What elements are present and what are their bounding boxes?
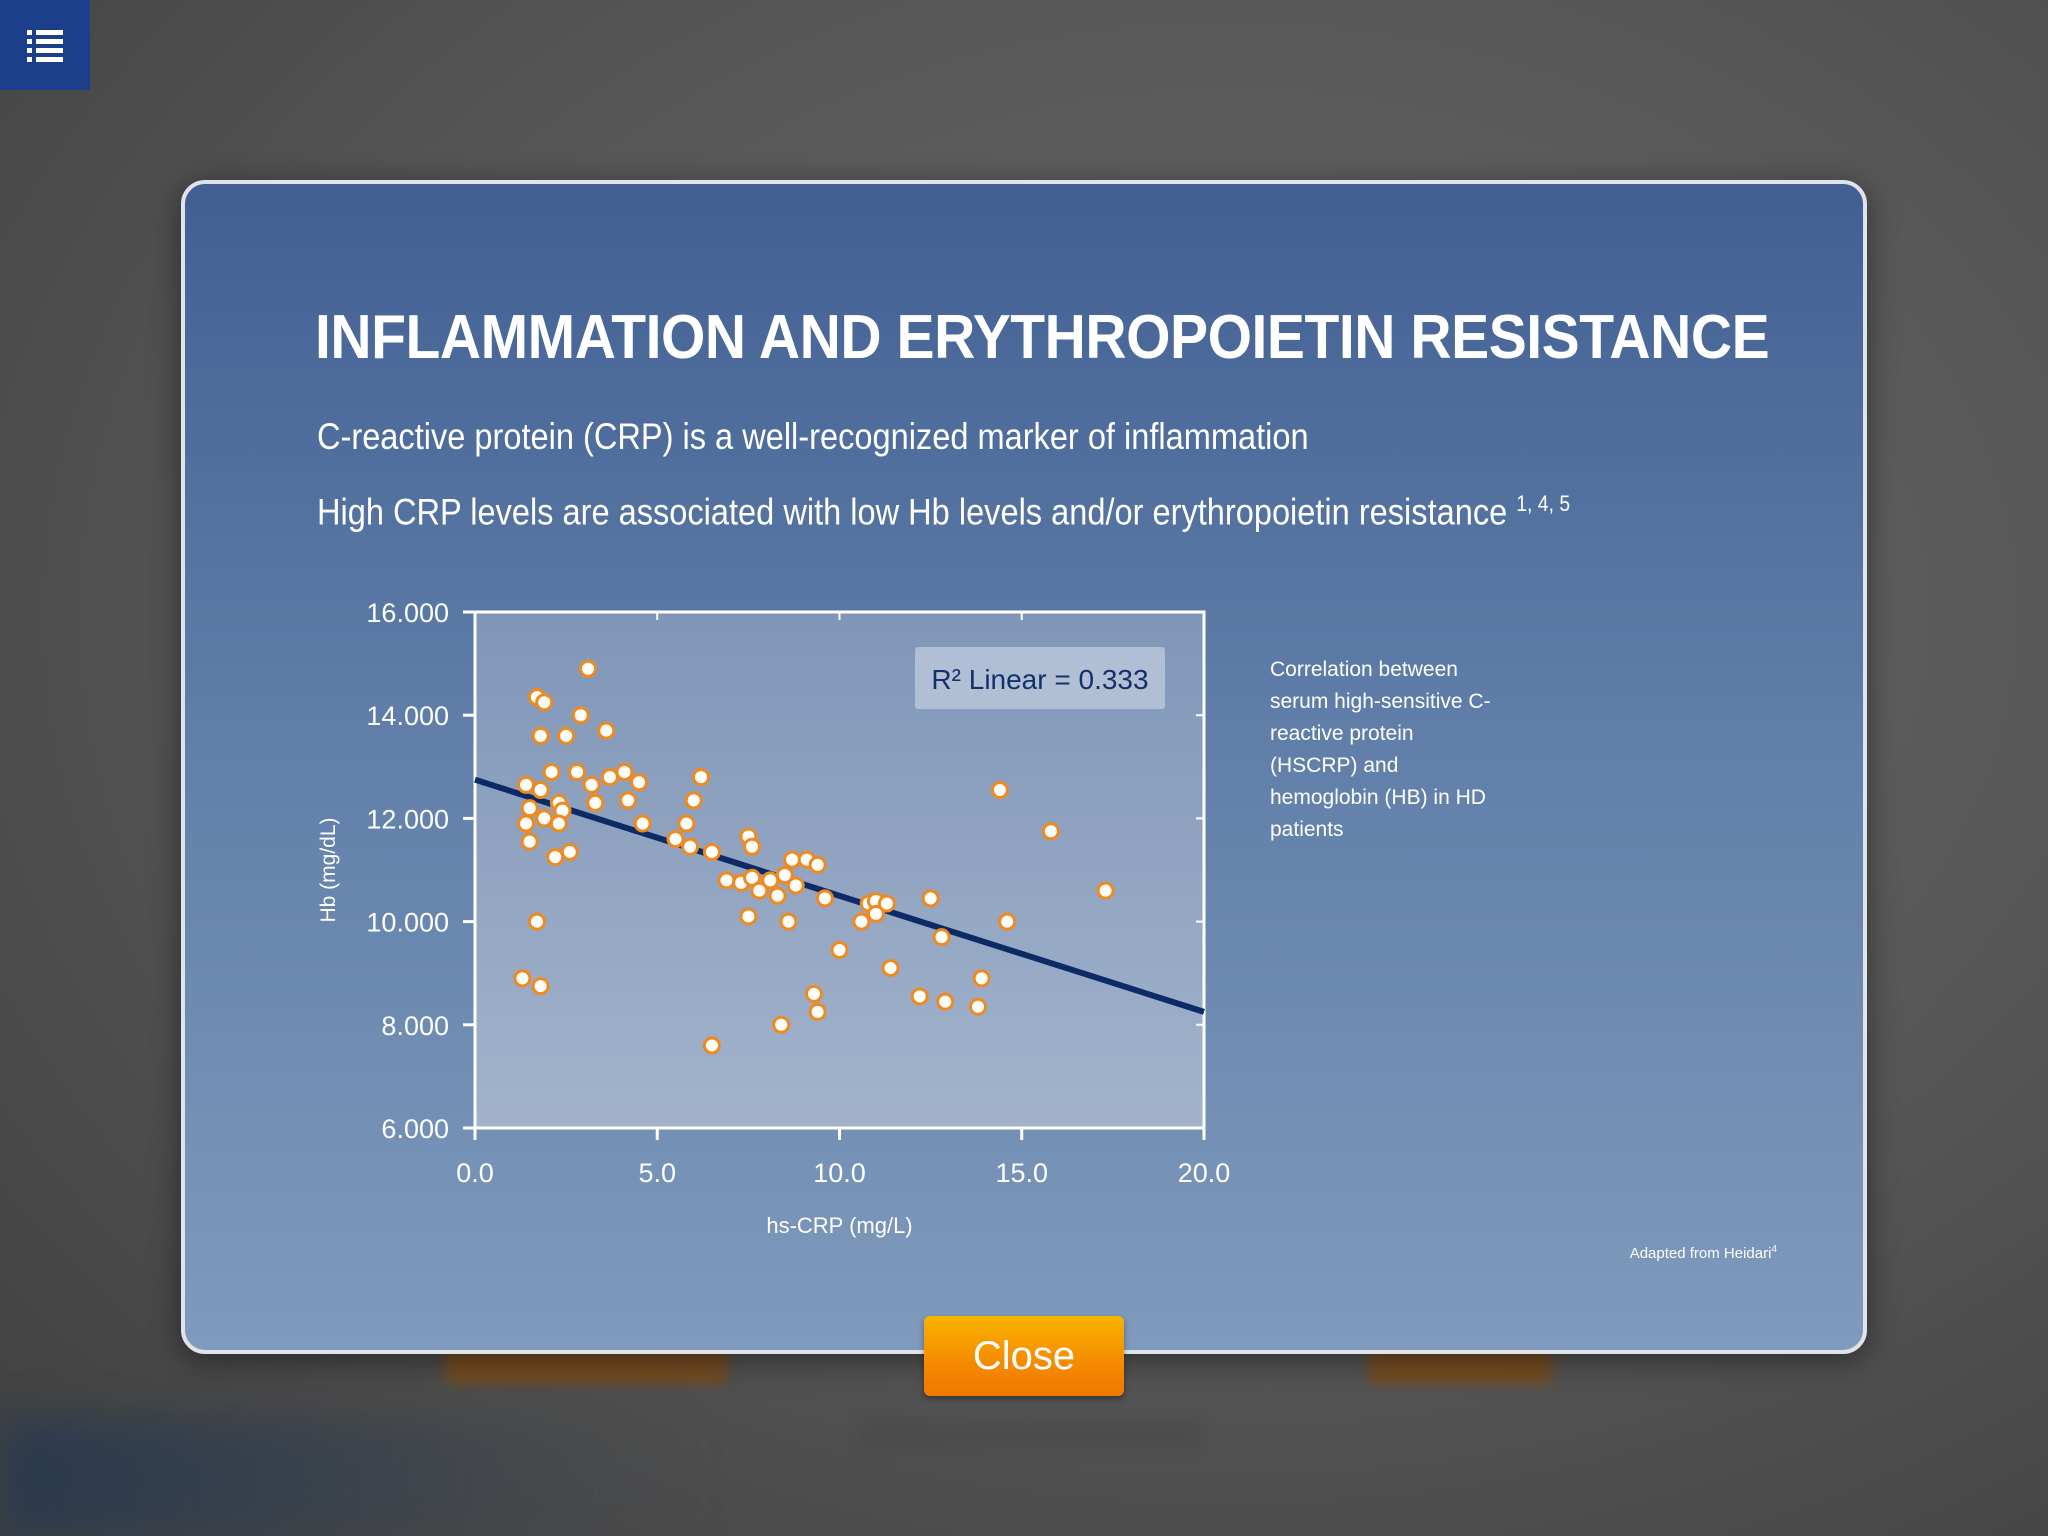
close-button[interactable]: Close bbox=[924, 1316, 1124, 1396]
data-point bbox=[527, 912, 546, 931]
data-point bbox=[743, 837, 762, 856]
y-tick-label: 16.000 bbox=[366, 598, 449, 628]
source-reference-superscript: 4 bbox=[1771, 1244, 1777, 1255]
data-point bbox=[1096, 881, 1115, 900]
y-tick-label: 6.000 bbox=[381, 1114, 449, 1144]
data-point bbox=[597, 721, 616, 740]
scatter-chart: 0.0 5.0 10.0 15.0 20.0 6.000 8.000 10.000 12.000… bbox=[317, 598, 1231, 1238]
reference-superscript: 1, 4, 5 bbox=[1516, 491, 1571, 516]
data-point bbox=[990, 781, 1009, 800]
data-point bbox=[866, 904, 885, 923]
x-axis-label: hs-CRP (mg/L) bbox=[766, 1213, 912, 1238]
data-point bbox=[677, 814, 696, 833]
source-note-text: Adapted from Heidari bbox=[1629, 1245, 1772, 1262]
data-point bbox=[804, 984, 823, 1003]
data-point bbox=[600, 768, 619, 787]
data-point bbox=[630, 773, 649, 792]
data-point bbox=[739, 907, 758, 926]
modal-title: INFLAMMATION AND ERYTHROPOIETIN RESISTAN… bbox=[315, 303, 1770, 372]
data-point bbox=[531, 781, 550, 800]
data-point bbox=[615, 762, 634, 781]
regression-line bbox=[474, 776, 1205, 1015]
data-point bbox=[969, 997, 988, 1016]
data-point bbox=[998, 912, 1017, 931]
data-point bbox=[783, 850, 802, 869]
data-point bbox=[936, 992, 955, 1011]
data-point bbox=[520, 799, 539, 818]
background-blur bbox=[0, 1420, 700, 1536]
data-point bbox=[1041, 822, 1060, 841]
data-point bbox=[881, 959, 900, 978]
data-point bbox=[691, 768, 710, 787]
r-squared-box bbox=[915, 647, 1165, 709]
modal-subtitle-crp-marker: C-reactive protein (CRP) is a well-recog… bbox=[317, 416, 1309, 457]
data-point bbox=[830, 940, 849, 959]
data-point bbox=[921, 889, 940, 908]
menu-button[interactable] bbox=[0, 0, 90, 90]
data-point bbox=[750, 881, 769, 900]
data-point bbox=[619, 791, 638, 810]
data-point bbox=[761, 871, 780, 890]
data-point bbox=[808, 1002, 827, 1021]
y-tick-label: 14.000 bbox=[366, 701, 449, 731]
data-point bbox=[578, 659, 597, 678]
data-point bbox=[546, 848, 565, 867]
data-point bbox=[786, 876, 805, 895]
data-point bbox=[910, 987, 929, 1006]
data-point bbox=[535, 809, 554, 828]
x-tick-label: 10.0 bbox=[813, 1158, 866, 1188]
y-tick-label: 12.000 bbox=[366, 804, 449, 834]
data-point bbox=[684, 791, 703, 810]
data-point bbox=[815, 889, 834, 908]
y-tick-label: 8.000 bbox=[381, 1011, 449, 1041]
x-tick-label: 15.0 bbox=[995, 1158, 1048, 1188]
data-point bbox=[666, 830, 685, 849]
data-point bbox=[779, 912, 798, 931]
data-point bbox=[702, 842, 721, 861]
background-text-blurred bbox=[860, 1420, 1200, 1450]
data-point bbox=[586, 793, 605, 812]
association-text: High CRP levels are associated with low … bbox=[317, 491, 1508, 533]
data-point bbox=[743, 868, 762, 887]
source-note: Adapted from Heidari4 bbox=[1630, 1244, 1777, 1262]
data-point bbox=[972, 969, 991, 988]
data-point bbox=[557, 726, 576, 745]
data-point bbox=[932, 928, 951, 947]
data-point bbox=[877, 894, 896, 913]
data-point bbox=[542, 762, 561, 781]
chart-caption: Correlation between serum high-sensitive… bbox=[1270, 658, 1491, 841]
y-tick-label: 10.000 bbox=[366, 908, 449, 938]
data-point bbox=[808, 855, 827, 874]
data-point bbox=[549, 814, 568, 833]
info-modal: INFLAMMATION AND ERYTHROPOIETIN RESISTAN… bbox=[181, 180, 1867, 1354]
modal-subtitle-crp-association: High CRP levels are associated with low … bbox=[317, 491, 1570, 533]
data-point bbox=[513, 969, 532, 988]
data-point bbox=[517, 814, 536, 833]
data-point bbox=[633, 814, 652, 833]
background-button-blurred bbox=[1368, 1348, 1552, 1384]
background-button-blurred bbox=[445, 1348, 727, 1384]
y-axis-label: Hb (mg/dL) bbox=[317, 817, 340, 922]
data-point bbox=[571, 706, 590, 725]
data-point bbox=[852, 912, 871, 931]
data-point bbox=[775, 866, 794, 885]
data-point bbox=[717, 871, 736, 890]
data-point bbox=[531, 977, 550, 996]
data-point bbox=[531, 726, 550, 745]
x-tick-label: 0.0 bbox=[456, 1158, 494, 1188]
data-point bbox=[772, 1015, 791, 1034]
data-point bbox=[681, 837, 700, 856]
data-point bbox=[702, 1036, 721, 1055]
list-menu-icon bbox=[27, 30, 63, 62]
data-point bbox=[535, 693, 554, 712]
x-tick-label: 20.0 bbox=[1178, 1158, 1231, 1188]
data-point bbox=[560, 842, 579, 861]
r-squared-label: R² Linear = 0.333 bbox=[931, 664, 1148, 695]
data-point bbox=[768, 886, 787, 905]
x-tick-label: 5.0 bbox=[638, 1158, 676, 1188]
data-point bbox=[517, 775, 536, 794]
data-point bbox=[582, 775, 601, 794]
data-point bbox=[520, 832, 539, 851]
data-point bbox=[568, 762, 587, 781]
